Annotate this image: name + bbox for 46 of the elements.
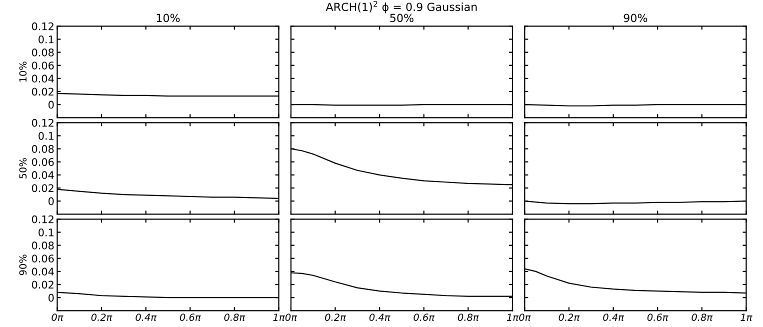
x-tick-label: 0.2π bbox=[91, 314, 112, 321]
y-tick-label: 0.02 bbox=[32, 280, 54, 289]
x-tick-label: 0.4π bbox=[136, 314, 157, 321]
x-tick-label: 0.4π bbox=[603, 314, 624, 321]
y-tick-label: 0.04 bbox=[32, 171, 54, 180]
x-tick-label: 0.2π bbox=[325, 314, 346, 321]
x-tick-label: 0.2π bbox=[558, 314, 580, 321]
y-tick-label: 0 bbox=[48, 294, 54, 302]
chart-title: 10% bbox=[156, 14, 180, 22]
x-tick-label: 0.8π bbox=[458, 314, 479, 321]
chart-title: 50% bbox=[390, 14, 414, 22]
y-tick-label: 0.02 bbox=[32, 88, 54, 96]
x-tick-label: 0.8π bbox=[692, 314, 713, 321]
x-tick-label: 0.8π bbox=[224, 314, 246, 321]
y-axis-title: 10% bbox=[19, 62, 27, 82]
x-tick-label: 0.4π bbox=[369, 314, 390, 321]
y-tick-label: 0 bbox=[48, 197, 54, 206]
chart-title: 90% bbox=[624, 14, 648, 22]
x-tick-label: 0π bbox=[52, 314, 64, 321]
y-tick-label: 0.1 bbox=[38, 228, 54, 236]
y-tick-label: 0.06 bbox=[32, 254, 54, 262]
y-tick-label: 0.12 bbox=[32, 22, 54, 30]
y-tick-label: 0 bbox=[48, 100, 54, 109]
x-tick-label: 0.6π bbox=[180, 314, 201, 321]
y-tick-label: 0.08 bbox=[32, 48, 54, 56]
y-tick-label: 0.04 bbox=[32, 268, 54, 276]
y-tick-label: 0.12 bbox=[32, 118, 54, 127]
y-tick-label: 0.06 bbox=[32, 158, 54, 166]
x-tick-label: 1π bbox=[273, 314, 285, 321]
x-tick-label: 1π bbox=[740, 314, 752, 321]
y-tick-label: 0.1 bbox=[38, 35, 54, 44]
y-axis-title: 50% bbox=[19, 158, 27, 178]
y-tick-label: 0.02 bbox=[32, 184, 54, 192]
x-tick-label: 0π bbox=[285, 314, 298, 321]
x-tick-label: 0.6π bbox=[647, 314, 668, 321]
y-tick-label: 0.12 bbox=[32, 215, 54, 224]
x-tick-label: 0.6π bbox=[414, 314, 435, 321]
x-tick-label: 1π bbox=[506, 314, 519, 321]
y-tick-label: 0.1 bbox=[38, 132, 54, 140]
y-tick-label: 0.04 bbox=[32, 74, 54, 83]
x-tick-label: 0π bbox=[519, 314, 531, 321]
y-tick-label: 0.06 bbox=[32, 62, 54, 70]
y-tick-label: 0.08 bbox=[32, 242, 54, 250]
y-tick-label: 0.08 bbox=[32, 145, 54, 153]
y-axis-title: 90% bbox=[19, 254, 27, 276]
text: ARCH(1)$^{2}$ ϕ = 0.9 Gaussian bbox=[326, 0, 477, 14]
